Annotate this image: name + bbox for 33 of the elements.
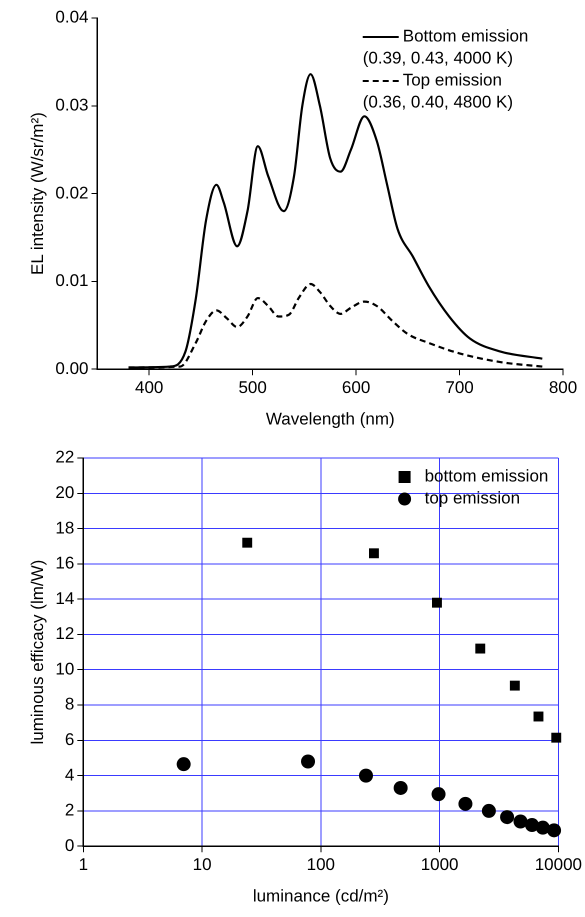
x-tick-label: 100 [306, 855, 336, 874]
y-tick-label: 8 [64, 694, 74, 714]
y-axis-title: luminous efficacy (lm/W) [28, 560, 47, 745]
x-tick-label: 400 [135, 378, 164, 398]
y-tick-label: 12 [55, 624, 74, 644]
y-tick-label: 0.00 [55, 358, 88, 378]
x-axis-title: Wavelength (nm) [266, 409, 395, 428]
x-tick-label: 10 [192, 855, 212, 874]
y-tick-label: 20 [55, 482, 74, 502]
y-tick-label: 22 [55, 448, 74, 467]
legend-label: Bottom emission (0.39, 0.43, 4000 K) [362, 26, 528, 68]
legend-label: Top emission (0.36, 0.40, 4800 K) [362, 70, 514, 112]
x-tick-label: 1 [78, 855, 88, 874]
y-tick-label: 0.04 [55, 8, 88, 27]
y-tick-label: 18 [55, 518, 74, 538]
x-tick-label: 700 [445, 378, 474, 398]
x-tick-label: 10000 [534, 855, 582, 874]
y-tick-label: 16 [55, 554, 74, 573]
x-axis-title: luminance (cd/m²) [252, 886, 389, 906]
y-tick-label: 4 [64, 765, 74, 784]
y-tick-label: 2 [64, 800, 74, 820]
y-tick-label: 6 [64, 730, 74, 750]
x-tick-label: 1000 [420, 855, 459, 874]
y-tick-label: 0.02 [55, 183, 88, 202]
x-tick-label: 600 [342, 378, 370, 398]
y-tick-label: 0.01 [55, 271, 88, 290]
y-tick-label: 0 [64, 836, 74, 855]
y-tick-label: 10 [55, 659, 74, 678]
x-tick-label: 800 [548, 378, 578, 398]
y-tick-label: 0.03 [55, 95, 88, 114]
y-tick-label: 14 [55, 588, 74, 608]
y-axis-title: EL intensity (W/sr/m²) [28, 112, 47, 275]
x-tick-label: 500 [238, 378, 267, 398]
